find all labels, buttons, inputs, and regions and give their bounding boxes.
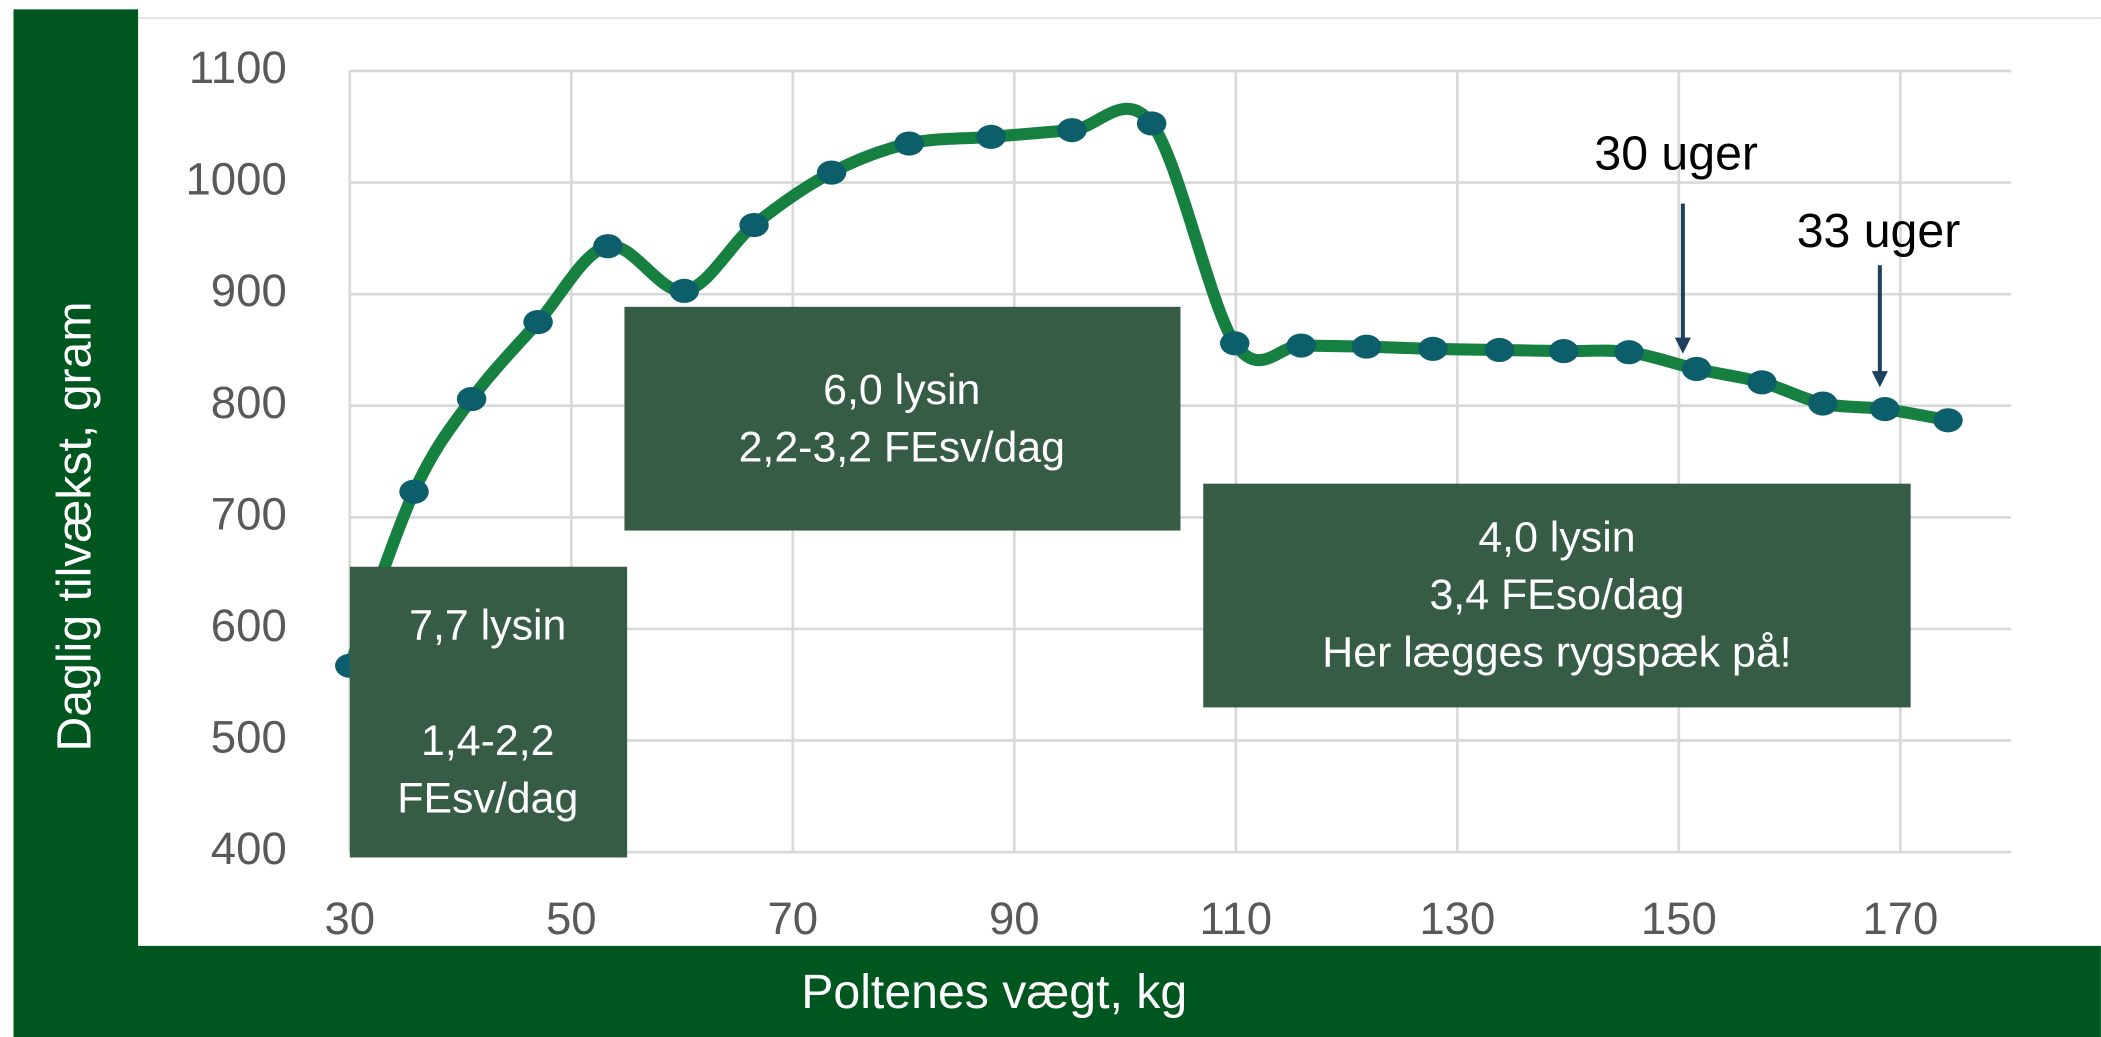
data-point bbox=[1747, 370, 1777, 395]
annotation-text: 6,0 lysin bbox=[823, 366, 980, 414]
data-point bbox=[1286, 333, 1316, 358]
annotation-text: 1,4-2,2 bbox=[421, 717, 554, 765]
y-tick-label: 800 bbox=[211, 377, 287, 428]
x-tick-label: 110 bbox=[1200, 893, 1273, 944]
x-tick-label: 90 bbox=[989, 893, 1040, 944]
data-point bbox=[1548, 339, 1579, 364]
arrow-head bbox=[1674, 337, 1691, 354]
x-title-band bbox=[13, 945, 2101, 1037]
y-tick-label: 400 bbox=[211, 823, 287, 874]
y-tick-label: 1100 bbox=[189, 42, 287, 93]
data-point bbox=[1681, 356, 1712, 382]
annotation-box bbox=[624, 306, 1181, 531]
data-point bbox=[1933, 408, 1963, 433]
data-point bbox=[1418, 336, 1448, 361]
y-tick-label: 1000 bbox=[185, 154, 286, 205]
data-point bbox=[1351, 334, 1382, 359]
data-point bbox=[1136, 111, 1167, 136]
data-point bbox=[976, 124, 1006, 149]
data-point bbox=[593, 234, 623, 259]
y-tick-label: 500 bbox=[211, 712, 287, 763]
data-point bbox=[739, 212, 769, 238]
annotation-box bbox=[1203, 483, 1911, 708]
x-tick-label: 130 bbox=[1419, 893, 1495, 944]
data-point bbox=[1484, 337, 1515, 363]
annotation-text: FEsv/dag bbox=[397, 775, 578, 823]
data-point bbox=[456, 387, 487, 412]
x-tick-label: 30 bbox=[324, 893, 375, 944]
data-point bbox=[523, 310, 553, 335]
y-axis-title: Daglig tilvækst, gram bbox=[48, 301, 102, 751]
data-point bbox=[1614, 340, 1644, 365]
data-point bbox=[399, 479, 429, 504]
annotation-box bbox=[349, 566, 628, 858]
data-point bbox=[894, 131, 924, 156]
annotation-text: 2,2-3,2 FEsv/dag bbox=[739, 423, 1065, 471]
annotation-text: 4,0 lysin bbox=[1478, 513, 1635, 561]
x-tick-label: 170 bbox=[1862, 893, 1938, 944]
frame-top bbox=[138, 17, 2101, 19]
data-point bbox=[669, 278, 700, 303]
x-tick-label: 50 bbox=[546, 893, 597, 944]
y-tick-label: 600 bbox=[211, 600, 287, 651]
y-title-band bbox=[13, 9, 139, 1037]
x-tick-label: 150 bbox=[1641, 893, 1717, 944]
x-axis-title: Poltenes vægt, kg bbox=[801, 965, 1187, 1019]
annotation-text: 30 uger bbox=[1594, 126, 1758, 180]
arrow-head bbox=[1871, 371, 1888, 388]
y-tick-label: 700 bbox=[211, 488, 287, 539]
data-point bbox=[816, 160, 847, 185]
y-tick-label: 900 bbox=[211, 265, 287, 316]
annotation-text: 7,7 lysin bbox=[409, 602, 566, 650]
data-point bbox=[1057, 118, 1087, 143]
data-point bbox=[1219, 331, 1250, 356]
annotation-text: 33 uger bbox=[1797, 204, 1961, 258]
annotation-text: Her lægges rygspæk på! bbox=[1322, 628, 1791, 676]
x-tick-label: 70 bbox=[767, 893, 818, 944]
data-point bbox=[1870, 397, 1900, 422]
data-point bbox=[1808, 391, 1838, 416]
annotation-text: 3,4 FEso/dag bbox=[1429, 571, 1684, 619]
